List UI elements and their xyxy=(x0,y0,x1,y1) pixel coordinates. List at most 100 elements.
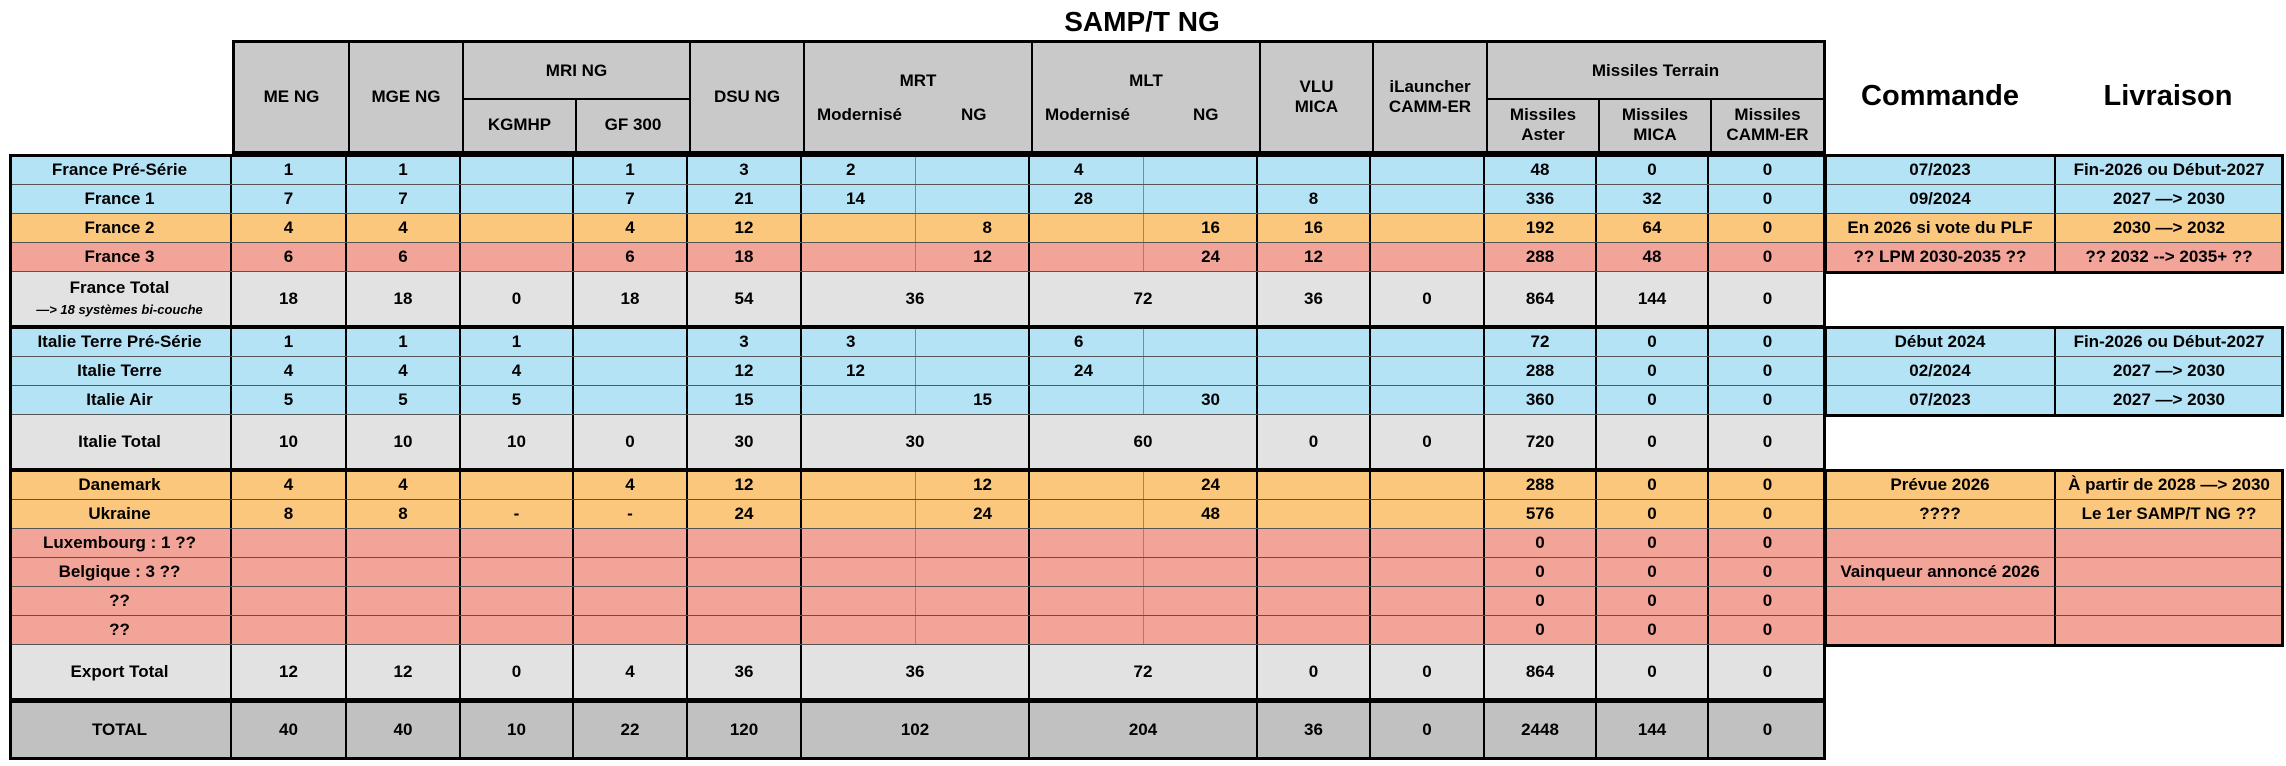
header-mrt: MRT xyxy=(805,43,1033,151)
table-cell: 18 xyxy=(574,272,688,326)
header-mri-ng: MRI NG xyxy=(464,43,691,99)
table-row: France Pré-Série 1 1 1 3 2 4 48 0 0 xyxy=(9,156,1826,185)
table-cell: 4 xyxy=(347,357,461,385)
table-cell: 30 xyxy=(688,415,802,469)
header-livraison: Livraison xyxy=(2103,80,2233,112)
header-mge-ng: MGE NG xyxy=(350,43,464,151)
table-cell: 60 xyxy=(1030,415,1258,469)
table-cell xyxy=(232,587,347,615)
table-cell xyxy=(688,558,802,586)
table-cell: 24 xyxy=(916,500,1030,528)
commande-cell xyxy=(1826,587,2054,616)
table-cell xyxy=(688,616,802,644)
table-cell: 4 xyxy=(232,471,347,499)
commande-cell xyxy=(1826,616,2054,645)
livraison-cell: 2027 —> 2030 xyxy=(2054,357,2282,386)
table-cell: 864 xyxy=(1485,272,1597,326)
table-cell xyxy=(1030,471,1144,499)
table-row: Luxembourg : 1 ?? 0 0 0 xyxy=(9,529,1826,558)
table-cell: 4 xyxy=(232,214,347,242)
table-cell xyxy=(1258,471,1371,499)
livraison-cell: Fin-2026 ou Début-2027 xyxy=(2054,328,2282,357)
row-label: Italie Terre xyxy=(9,357,232,385)
table-cell xyxy=(916,616,1030,644)
table-cell: 4 xyxy=(574,214,688,242)
livraison-cell xyxy=(2054,558,2282,587)
commande-cell: 07/2023 xyxy=(1826,156,2054,185)
table-cell xyxy=(1030,214,1144,242)
table-row: ?? 0 0 0 xyxy=(9,616,1826,645)
commande-cell: 02/2024 xyxy=(1826,357,2054,386)
livraison-cell: 2027 —> 2030 xyxy=(2054,386,2282,415)
table-cell xyxy=(1030,558,1144,586)
table-cell: 12 xyxy=(916,243,1030,271)
table-cell xyxy=(461,471,574,499)
table-cell xyxy=(1144,357,1258,385)
table-cell: 0 xyxy=(1762,504,1773,523)
table-cell: 4 xyxy=(1030,156,1144,184)
table-cell: 5 xyxy=(232,386,347,414)
table-cell xyxy=(1371,386,1485,414)
table-cell: 10 xyxy=(232,415,347,469)
table-cell xyxy=(574,558,688,586)
row-label: France Pré-Série xyxy=(9,156,232,184)
table-cell: 28 xyxy=(1030,185,1144,213)
table-cell: 12 xyxy=(1258,243,1371,271)
table-row: Belgique : 3 ?? 0 0 0 xyxy=(9,558,1826,587)
table-cell xyxy=(461,529,574,557)
table-cell: 6 xyxy=(232,243,347,271)
table-cell: 24 xyxy=(1144,471,1258,499)
table-cell: 120 xyxy=(688,702,802,758)
table-cell xyxy=(916,357,1030,385)
commande-cell: Prévue 2026 xyxy=(1826,471,2054,500)
table-cell: 4 xyxy=(347,214,461,242)
table-cell: 6 xyxy=(347,243,461,271)
table-cell: 0 xyxy=(1597,587,1709,615)
table-cell xyxy=(916,185,1030,213)
table-cell: 0 xyxy=(1762,289,1773,308)
table-row: ?? 0 0 0 xyxy=(9,587,1826,616)
table-cell: 336 xyxy=(1485,185,1597,213)
table-cell xyxy=(461,558,574,586)
table-cell: 12 xyxy=(688,214,802,242)
table-cell: 0 xyxy=(1762,218,1773,237)
table-cell: 0 xyxy=(1762,432,1773,451)
table-row: Danemark 4 4 4 12 12 24 288 0 0 xyxy=(9,471,1826,500)
commande-cell xyxy=(1826,529,2054,558)
table-cell: 0 xyxy=(461,272,574,326)
table-cell xyxy=(232,558,347,586)
table-cell: 720 xyxy=(1485,415,1597,469)
table-cell xyxy=(461,616,574,644)
table-cell xyxy=(802,471,916,499)
header-kgmhp: KGMHP xyxy=(464,99,577,151)
table-cell xyxy=(802,616,916,644)
table-cell: 1 xyxy=(347,156,461,184)
table-cell: 1 xyxy=(232,156,347,184)
table-cell xyxy=(916,587,1030,615)
table-cell: 18 xyxy=(347,272,461,326)
table-cell xyxy=(347,558,461,586)
livraison-cell xyxy=(2054,587,2282,616)
table-cell xyxy=(347,587,461,615)
row-label: France 1 xyxy=(9,185,232,213)
header-mlt-ng: NG xyxy=(1193,105,1219,124)
table-cell: 36 xyxy=(1258,702,1371,758)
table-cell: 2 xyxy=(802,156,916,184)
table-cell: 10 xyxy=(461,702,574,758)
table-cell xyxy=(1030,243,1144,271)
row-label-sub: —> 18 systèmes bi-couche xyxy=(36,302,203,317)
table-cell xyxy=(574,587,688,615)
table-cell xyxy=(574,616,688,644)
table-cell: 0 xyxy=(1597,156,1709,184)
table-cell xyxy=(1371,558,1485,586)
table-cell: 16 xyxy=(1144,214,1258,242)
table-cell: 8 xyxy=(347,500,461,528)
commande-cell: Vainqueur annoncé 2026 xyxy=(1826,558,2054,587)
table-cell xyxy=(1258,587,1371,615)
header-dsu-ng: DSU NG xyxy=(691,43,805,151)
table-cell xyxy=(461,243,574,271)
table-cell: 3 xyxy=(802,328,916,356)
commande-cell: 07/2023 xyxy=(1826,386,2054,415)
table-cell: 0 xyxy=(1597,357,1709,385)
table-cell xyxy=(688,587,802,615)
